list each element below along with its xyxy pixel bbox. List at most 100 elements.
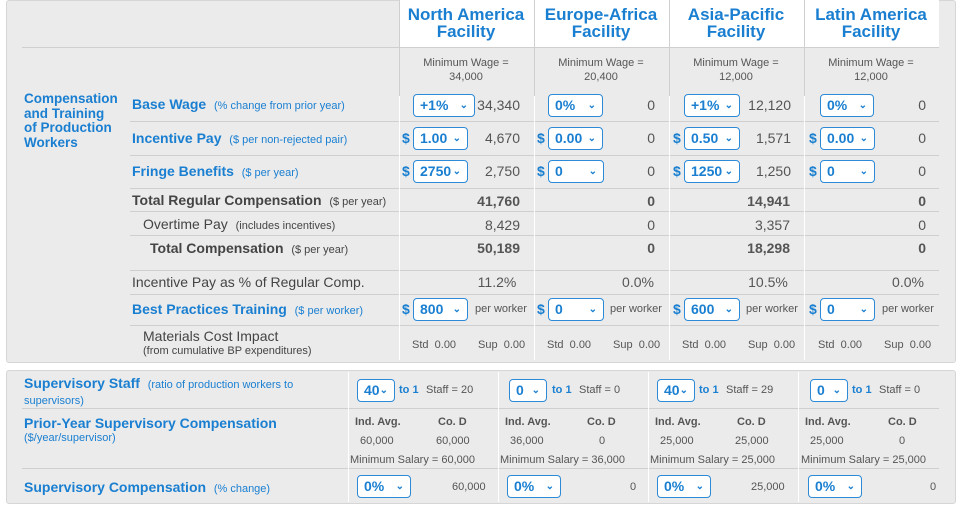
incentive-pay-select-north-america[interactable]: 1.00 ⌄: [413, 127, 468, 150]
fringe-select-asia-pacific[interactable]: 1250 ⌄: [684, 160, 740, 183]
bp-training-select-north-america[interactable]: 800 ⌄: [413, 298, 468, 321]
facility-header-asia-pacific: Asia-Pacific Facility: [687, 5, 785, 41]
incentive-pay-select-europe-africa[interactable]: 0.00 ⌄: [548, 127, 603, 150]
bp-training-select-asia-pacific[interactable]: 600 ⌄: [684, 298, 740, 321]
currency-symbol: $: [537, 301, 545, 317]
staff-count-north-america: Staff = 20: [426, 384, 474, 396]
chevron-down-icon: ⌄: [395, 481, 404, 492]
min-wage-north-america: Minimum Wage = 34,000: [423, 57, 509, 83]
currency-symbol: $: [673, 163, 681, 179]
ind-avg-header: Ind. Avg.: [505, 416, 551, 428]
overtime-value-latin-america: 0: [918, 217, 926, 233]
fringe-select-latin-america[interactable]: 0 ⌄: [820, 160, 875, 183]
sup-comp-select-asia-pacific[interactable]: 0% ⌄: [657, 475, 711, 498]
currency-symbol: $: [402, 301, 410, 317]
materials-std-north-america: Std 0.00: [412, 339, 457, 351]
to-one-label: to 1: [399, 384, 419, 396]
chevron-down-icon: ⌄: [587, 133, 596, 144]
base-wage-select-north-america[interactable]: +1% ⌄: [413, 94, 475, 117]
sup-comp-value-latin-america: 0: [930, 481, 937, 493]
min-wage-asia-pacific: Minimum Wage = 12,000: [693, 57, 779, 83]
fringe-value-europe-africa: 0: [647, 163, 655, 179]
total-regular-value-latin-america: 0: [918, 193, 926, 209]
per-worker-label: per worker: [882, 303, 934, 315]
supervisory-staff-label: Supervisory Staff (ratio of production w…: [24, 375, 294, 407]
base-wage-select-latin-america[interactable]: 0% ⌄: [820, 94, 874, 117]
sup-comp-select-latin-america[interactable]: 0% ⌄: [808, 475, 862, 498]
ind-avg-latin-america: 25,000: [810, 435, 844, 447]
staff-ratio-select-north-america[interactable]: 40 ⌄: [357, 379, 395, 402]
fringe-benefits-label: Fringe Benefits ($ per year): [132, 163, 299, 179]
staff-ratio-select-europe-africa[interactable]: 0 ⌄: [509, 379, 547, 402]
per-worker-label: per worker: [746, 303, 798, 315]
currency-symbol: $: [537, 130, 545, 146]
staff-ratio-select-latin-america[interactable]: 0 ⌄: [810, 379, 848, 402]
to-one-label: to 1: [699, 384, 719, 396]
total-regular-value-europe-africa: 0: [647, 193, 655, 209]
currency-symbol: $: [809, 130, 817, 146]
base-wage-label: Base Wage (% change from prior year): [132, 96, 345, 112]
overtime-value-asia-pacific: 3,357: [754, 217, 790, 233]
fringe-select-north-america[interactable]: 2750 ⌄: [413, 160, 468, 183]
fringe-value-latin-america: 0: [918, 163, 926, 179]
incentive-pay-value-north-america: 4,670: [484, 130, 520, 146]
compensation-panel: [6, 0, 956, 363]
supervisory-compensation-label: Supervisory Compensation (% change): [24, 479, 271, 495]
total-comp-value-europe-africa: 0: [647, 240, 655, 256]
sup-comp-value-north-america: 60,000: [452, 481, 486, 493]
base-wage-select-europe-africa[interactable]: 0% ⌄: [548, 94, 603, 117]
currency-symbol: $: [673, 130, 681, 146]
currency-symbol: $: [809, 163, 817, 179]
base-wage-value-europe-africa: 0: [647, 97, 655, 113]
incentive-pay-value-asia-pacific: 1,571: [755, 130, 791, 146]
incentive-pay-select-latin-america[interactable]: 0.00 ⌄: [820, 127, 875, 150]
chevron-down-icon: ⌄: [859, 304, 868, 315]
chevron-down-icon: ⌄: [379, 385, 388, 396]
materials-sup-europe-africa: Sup 0.00: [613, 339, 661, 351]
sup-comp-value-asia-pacific: 25,000: [751, 481, 785, 493]
facility-header-latin-america: Latin America Facility: [815, 5, 927, 41]
ind-avg-europe-africa: 36,000: [510, 435, 544, 447]
ind-avg-header: Ind. Avg.: [655, 416, 701, 428]
sup-comp-select-europe-africa[interactable]: 0% ⌄: [507, 475, 561, 498]
overtime-value-europe-africa: 0: [647, 217, 655, 233]
base-wage-value-north-america: 34,340: [477, 97, 520, 113]
per-worker-label: per worker: [475, 303, 527, 315]
base-wage-select-asia-pacific[interactable]: +1% ⌄: [684, 94, 740, 117]
fringe-value-north-america: 2,750: [484, 163, 520, 179]
ind-avg-header: Ind. Avg.: [805, 416, 851, 428]
incentive-pay-select-asia-pacific[interactable]: 0.50 ⌄: [684, 127, 740, 150]
bp-training-select-latin-america[interactable]: 0 ⌄: [820, 298, 875, 321]
chevron-down-icon: ⌄: [531, 385, 540, 396]
ind-avg-header: Ind. Avg.: [355, 416, 401, 428]
total-regular-compensation-label: Total Regular Compensation ($ per year): [132, 192, 387, 208]
base-wage-value-asia-pacific: 12,120: [748, 97, 791, 113]
staff-count-latin-america: Staff = 0: [879, 384, 921, 396]
total-comp-value-asia-pacific: 18,298: [747, 240, 790, 256]
currency-symbol: $: [537, 163, 545, 179]
staff-ratio-select-asia-pacific[interactable]: 40 ⌄: [657, 379, 695, 402]
incentive-pct-europe-africa: 0.0%: [622, 274, 654, 290]
chevron-down-icon: ⌄: [858, 100, 867, 111]
to-one-label: to 1: [552, 384, 572, 396]
co-d-header: Co. D: [737, 416, 766, 428]
staff-count-asia-pacific: Staff = 29: [726, 384, 774, 396]
chevron-down-icon: ⌄: [452, 304, 461, 315]
materials-sup-asia-pacific: Sup 0.00: [748, 339, 796, 351]
chevron-down-icon: ⌄: [588, 166, 597, 177]
sup-comp-select-north-america[interactable]: 0% ⌄: [357, 475, 411, 498]
overtime-pay-label: Overtime Pay (includes incentives): [143, 216, 336, 232]
chevron-down-icon: ⌄: [859, 166, 868, 177]
min-wage-europe-africa: Minimum Wage = 20,400: [558, 57, 644, 83]
bp-training-select-europe-africa[interactable]: 0 ⌄: [548, 298, 604, 321]
chevron-down-icon: ⌄: [859, 133, 868, 144]
materials-sup-latin-america: Sup 0.00: [884, 339, 932, 351]
chevron-down-icon: ⌄: [459, 100, 468, 111]
facility-header-europe-africa: Europe-Africa Facility: [544, 5, 658, 41]
fringe-select-europe-africa[interactable]: 0 ⌄: [548, 160, 604, 183]
currency-symbol: $: [402, 130, 410, 146]
overtime-value-north-america: 8,429: [484, 217, 520, 233]
best-practices-training-label: Best Practices Training ($ per worker): [132, 301, 364, 317]
materials-cost-label: Materials Cost Impact (from cumulative BP…: [143, 328, 312, 358]
min-wage-latin-america: Minimum Wage = 12,000: [828, 57, 914, 83]
